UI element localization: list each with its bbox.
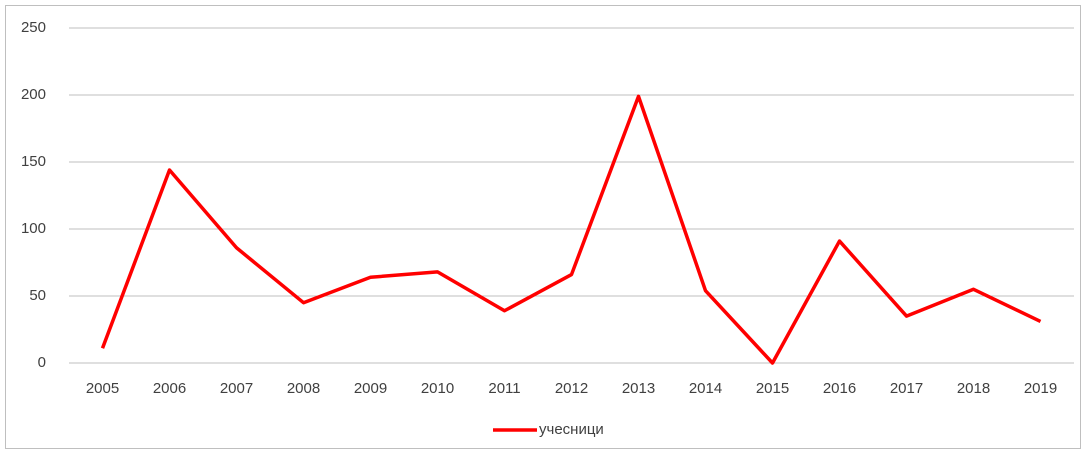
y-tick-label: 150	[21, 153, 46, 170]
y-tick-label: 50	[29, 287, 46, 304]
x-tick-label: 2016	[823, 380, 856, 397]
x-tick-label: 2013	[622, 380, 655, 397]
y-tick-label: 100	[21, 220, 46, 237]
x-tick-label: 2010	[421, 380, 454, 397]
x-tick-label: 2009	[354, 380, 387, 397]
x-tick-label: 2015	[756, 380, 789, 397]
x-tick-label: 2008	[287, 380, 320, 397]
x-tick-label: 2017	[890, 380, 923, 397]
y-tick-label: 200	[21, 86, 46, 103]
x-tick-label: 2007	[220, 380, 253, 397]
chart-frame	[5, 5, 1081, 449]
y-tick-label: 250	[21, 19, 46, 36]
y-tick-label: 0	[38, 354, 46, 371]
x-tick-label: 2019	[1024, 380, 1057, 397]
x-tick-label: 2018	[957, 380, 990, 397]
x-tick-label: 2005	[86, 380, 119, 397]
x-tick-label: 2006	[153, 380, 186, 397]
x-tick-label: 2011	[488, 380, 520, 397]
x-tick-label: 2014	[689, 380, 722, 397]
legend-label: учесници	[539, 421, 604, 438]
x-tick-label: 2012	[555, 380, 588, 397]
data-line	[100, 94, 1042, 365]
